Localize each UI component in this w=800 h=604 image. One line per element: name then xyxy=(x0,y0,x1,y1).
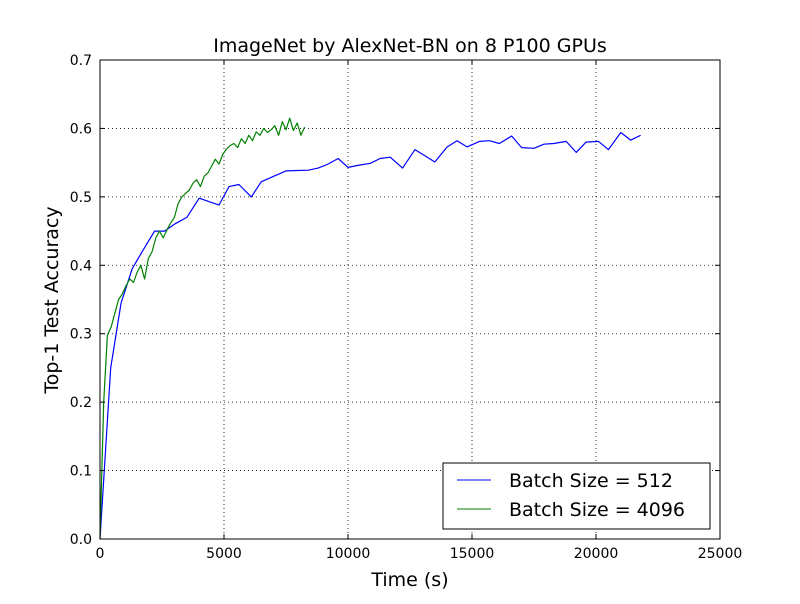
y-tick-label: 0.2 xyxy=(70,395,92,411)
y-tick-label: 0.0 xyxy=(70,532,92,548)
y-tick-label: 0.5 xyxy=(70,190,92,206)
y-tick-label: 0.1 xyxy=(70,464,92,480)
legend: Batch Size = 512 Batch Size = 4096 xyxy=(442,462,711,530)
x-tick-label: 20000 xyxy=(574,546,619,562)
x-tick-label: 25000 xyxy=(698,546,743,562)
y-tick-label: 0.3 xyxy=(70,327,92,343)
series-line-batch-512 xyxy=(99,131,641,540)
y-tick-label: 0.6 xyxy=(70,121,92,137)
x-tick-label: 0 xyxy=(96,546,105,562)
y-axis-label: Top-1 Test Accuracy xyxy=(41,206,63,394)
y-tick-label: 0.4 xyxy=(70,258,92,274)
plot-frame xyxy=(99,59,721,540)
y-tick-label: 0.7 xyxy=(70,53,92,69)
legend-label-4096: Batch Size = 4096 xyxy=(509,499,685,521)
x-tick-label: 10000 xyxy=(326,546,371,562)
plot-series xyxy=(99,117,641,540)
legend-box xyxy=(442,462,711,530)
x-tick-label: 5000 xyxy=(206,546,242,562)
x-axis-label: Time (s) xyxy=(370,569,448,591)
x-ticks: 0 5000 10000 15000 20000 25000 xyxy=(96,60,743,562)
legend-label-512: Batch Size = 512 xyxy=(509,470,673,492)
x-tick-label: 15000 xyxy=(450,546,495,562)
y-ticks: 0.0 0.1 0.2 0.3 0.4 0.5 0.6 0.7 xyxy=(70,53,720,548)
chart-title: ImageNet by AlexNet-BN on 8 P100 GPUs xyxy=(213,35,607,57)
series-line-batch-4096 xyxy=(99,117,306,540)
